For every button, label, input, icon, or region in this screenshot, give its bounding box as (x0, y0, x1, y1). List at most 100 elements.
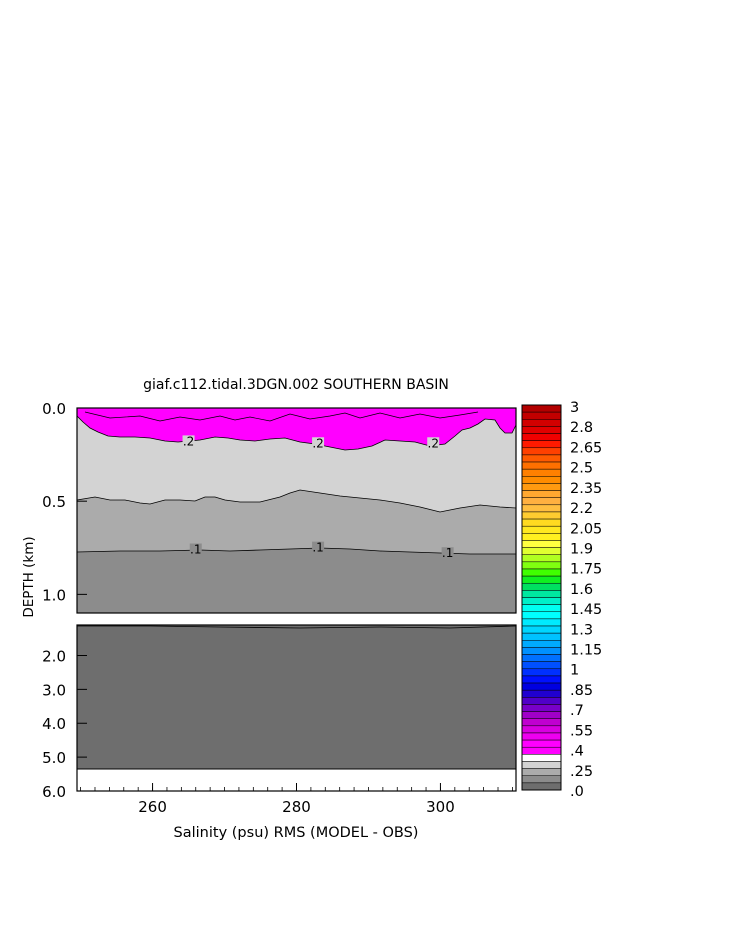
colorbar-label: .85 (570, 683, 593, 699)
colorbar-band (521, 661, 562, 670)
colorbar-band (521, 433, 562, 441)
colorbar-band (521, 447, 562, 456)
colorbar-band (521, 504, 562, 513)
colorbar-band (521, 732, 562, 741)
colorbar: 3 2.8 2.65 2.5 2.35 2.2 2.05 1.9 1.75 1.6 1.45 1.3 1… (521, 400, 602, 800)
colorbar-label: 2.65 (570, 440, 602, 456)
colorbar-band (521, 725, 562, 734)
contour-label-bg (189, 543, 202, 556)
colorbar-band (521, 768, 562, 776)
upper-panel-frame (76, 407, 517, 614)
colorbar-band (521, 604, 562, 613)
colorbar-label: 1.45 (570, 602, 602, 618)
colorbar-label: .25 (570, 764, 593, 780)
colorbar-band (521, 654, 562, 662)
axes: 260 280 300 0.0 0.5 1.0 2.0 3.0 4.0 5.0 6.0 (42, 400, 513, 816)
colorbar-label: 3 (570, 400, 579, 416)
lower-panel (76, 624, 517, 792)
colorbar-band (521, 568, 562, 577)
colorbar-band (521, 547, 562, 555)
colorbar-band (521, 582, 562, 591)
colorbar-label: 2.05 (570, 521, 602, 537)
y-tick-label: 6.0 (42, 783, 66, 801)
colorbar-band (521, 426, 562, 434)
x-tick-label: 280 (282, 798, 311, 816)
colorbar-band (521, 511, 562, 520)
y-tick-label: 5.0 (42, 749, 66, 767)
colorbar-band (521, 632, 562, 641)
contour-label-bg (441, 547, 454, 560)
colorbar-band (521, 518, 562, 527)
colorbar-band (521, 525, 562, 534)
colorbar-band (521, 611, 562, 620)
y-axis-label: DEPTH (km) (21, 536, 37, 617)
colorbar-band (521, 454, 562, 463)
contour-label: .2 (312, 436, 323, 450)
y-tick-label: 0.0 (42, 400, 66, 418)
colorbar-band (521, 561, 562, 570)
x-tick-label: 260 (138, 798, 167, 816)
colorbar-label: 1.15 (570, 643, 602, 659)
colorbar-band (521, 739, 562, 748)
colorbar-label: 1.3 (570, 622, 593, 638)
y-tick-label: 3.0 (42, 681, 66, 699)
colorbar-label: 1.9 (570, 541, 593, 557)
colorbar-band (521, 746, 562, 755)
y-tick-label: 2.0 (42, 647, 66, 665)
colorbar-band (521, 440, 562, 449)
contour-label-bg (427, 437, 440, 450)
colorbar-band (521, 675, 562, 684)
colorbar-band (521, 754, 562, 762)
colorbar-band (521, 404, 562, 413)
colorbar-band (521, 697, 562, 705)
x-axis-label: Salinity (psu) RMS (MODEL - OBS) (174, 825, 419, 841)
upper-panel (76, 407, 517, 614)
colorbar-band (521, 668, 562, 677)
colorbar-band (521, 640, 562, 648)
colorbar-band (521, 775, 562, 784)
colorbar-band (521, 483, 562, 491)
y-tick-label: 0.5 (42, 493, 66, 511)
y-tick-label: 4.0 (42, 715, 66, 733)
colorbar-band (521, 461, 562, 470)
colorbar-label: .0 (570, 784, 584, 800)
colorbar-label: 1.75 (570, 562, 602, 578)
contour-label: .1 (190, 543, 201, 557)
colorbar-label: .4 (570, 744, 584, 760)
colorbar-label: 2.2 (570, 501, 593, 517)
x-tick-label: 300 (426, 798, 455, 816)
colorbar-band (521, 782, 562, 791)
colorbar-band (521, 540, 562, 548)
colorbar-band (521, 704, 562, 712)
colorbar-band (521, 625, 562, 634)
contour-labels: .2 .2 .2 .1 .1 .1 (182, 434, 454, 560)
colorbar-label: 2.8 (570, 420, 593, 436)
colorbar-band (521, 647, 562, 655)
colorbar-band (521, 590, 562, 598)
colorbar-band (521, 711, 562, 719)
colorbar-label: 2.35 (570, 481, 602, 497)
colorbar-label: 2.5 (570, 461, 593, 477)
colorbar-band (521, 575, 562, 584)
contour-label: .2 (183, 434, 194, 448)
colorbar-band (521, 497, 562, 506)
colorbar-band (521, 682, 562, 691)
contour-label: .2 (428, 436, 439, 450)
colorbar-band (521, 689, 562, 698)
contour-label-bg (312, 541, 325, 554)
chart-title: giaf.c112.tidal.3DGN.002 SOUTHERN BASIN (143, 377, 449, 393)
colorbar-band (521, 468, 562, 477)
colorbar-band (521, 419, 562, 427)
colorbar-label: 1.6 (570, 582, 593, 598)
contour-label: .1 (312, 541, 323, 555)
colorbar-band (521, 554, 562, 563)
colorbar-band (521, 411, 562, 420)
colorbar-band (521, 597, 562, 605)
colorbar-band (521, 618, 562, 627)
colorbar-frame (521, 404, 562, 791)
lower-top-contour (77, 625, 517, 629)
lower-panel-fill (77, 625, 516, 769)
contour-label-bg (312, 437, 325, 450)
contour-label-bg (182, 435, 195, 448)
